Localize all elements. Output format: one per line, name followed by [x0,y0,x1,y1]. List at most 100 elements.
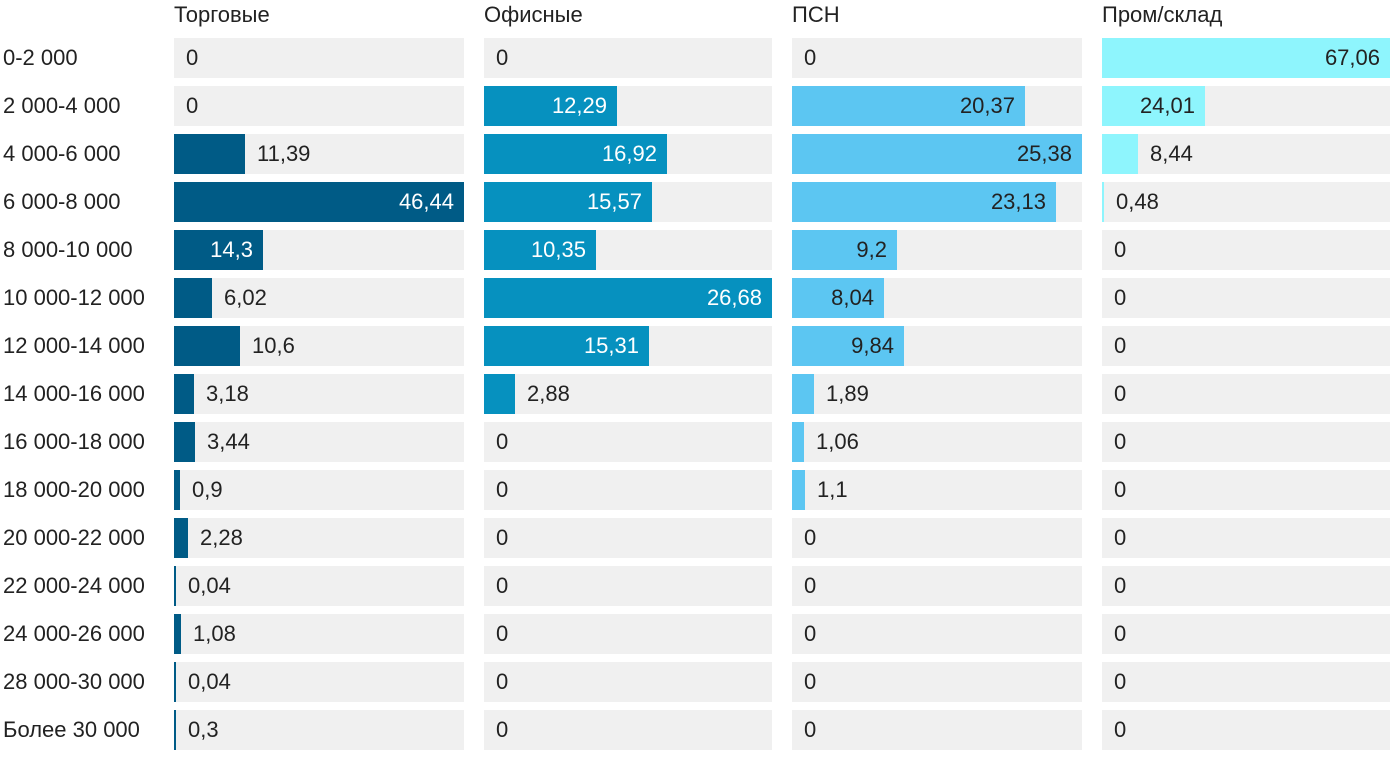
bar-track: 0 [1102,230,1390,270]
category-label: 6 000-8 000 [3,189,121,214]
data-bar[interactable] [174,566,176,606]
data-label: 0 [496,477,509,502]
data-bar[interactable] [174,374,194,414]
data-label: 0 [1114,621,1127,646]
data-bar[interactable] [792,422,804,462]
category-label: 20 000-22 000 [3,525,145,550]
data-label: 6,02 [224,285,267,310]
data-bar[interactable] [1102,182,1104,222]
data-bar[interactable] [792,374,814,414]
bar-track: 0 [792,662,1082,702]
data-bar[interactable] [174,134,245,174]
bar-track: 0 [174,86,464,126]
data-label: 15,31 [583,333,639,358]
bar-track: 23,13 [792,182,1082,222]
data-bar[interactable] [174,326,240,366]
data-label: 0 [496,669,509,694]
data-bar[interactable] [174,518,188,558]
data-label: 0,04 [188,573,231,598]
data-label: 0 [1114,285,1127,310]
data-label: 0 [496,45,509,70]
data-label: 11,39 [257,141,311,166]
data-bar[interactable] [484,374,515,414]
category-label: 18 000-20 000 [3,477,145,502]
data-bar[interactable] [1102,134,1138,174]
bar-track: 0 [484,518,772,558]
data-bar[interactable] [484,230,596,270]
data-bar[interactable] [792,230,897,270]
category-label: 16 000-18 000 [3,429,145,454]
data-bar[interactable] [792,470,805,510]
data-bar[interactable] [174,182,464,222]
bar-track: 0 [792,518,1082,558]
data-bar[interactable] [174,422,195,462]
data-label: 9,2 [856,237,887,262]
category-label: 28 000-30 000 [3,669,145,694]
data-bar[interactable] [1102,38,1390,78]
bar-track: 9,2 [792,230,1082,270]
data-bar[interactable] [174,614,181,654]
data-label: 67,06 [1324,45,1380,70]
series-header: Пром/склад [1102,2,1223,27]
data-bar[interactable] [174,662,176,702]
data-label: 25,38 [1016,141,1072,166]
data-bar[interactable] [174,278,212,318]
category-label: 14 000-16 000 [3,381,145,406]
data-label: 2,28 [200,525,243,550]
bar-track: 11,39 [174,134,464,174]
data-label: 0,04 [188,669,231,694]
data-bar[interactable] [484,326,649,366]
bar-track: 20,37 [792,86,1082,126]
bar-track: 9,84 [792,326,1082,366]
data-label: 0 [186,45,199,70]
data-label: 0 [804,621,817,646]
bar-track: 0,04 [174,566,464,606]
bar-track: 26,68 [484,278,772,318]
data-label: 8,04 [831,285,874,310]
data-label: 10,35 [530,237,586,262]
bar-track: 8,44 [1102,134,1390,174]
data-label: 0 [804,45,817,70]
bar-track: 12,29 [484,86,772,126]
bar-track: 6,02 [174,278,464,318]
data-label: 0 [1114,237,1127,262]
bar-track: 0 [792,614,1082,654]
category-label: 0-2 000 [3,45,78,70]
bar-track: 0 [1102,470,1390,510]
bar-track: 1,08 [174,614,464,654]
data-label: 0,9 [192,477,223,502]
bar-track: 1,89 [792,374,1082,414]
bar-track: 2,88 [484,374,772,414]
category-label: 10 000-12 000 [3,285,145,310]
data-bar[interactable] [792,182,1056,222]
data-bar[interactable] [792,86,1025,126]
bar-track: 46,44 [174,182,464,222]
bar-track: 0 [484,710,772,750]
data-label: 1,1 [817,477,848,502]
bar-track: 0 [484,38,772,78]
data-bar[interactable] [174,470,180,510]
data-bar[interactable] [792,278,884,318]
data-bar[interactable] [1102,86,1205,126]
data-bar[interactable] [484,134,667,174]
data-label: 14,3 [210,237,253,262]
bar-track: 0 [484,470,772,510]
bar-track: 0,3 [174,710,464,750]
series-header: Офисные [484,2,583,27]
data-bar[interactable] [484,278,772,318]
category-label: 12 000-14 000 [3,333,145,358]
data-label: 26,68 [706,285,762,310]
data-bar[interactable] [484,182,652,222]
data-bar[interactable] [792,326,904,366]
data-bar[interactable] [174,710,176,750]
data-bar[interactable] [792,134,1082,174]
data-label: 0 [1114,333,1127,358]
data-label: 0 [496,621,509,646]
bar-track: 0 [1102,422,1390,462]
data-bar[interactable] [484,86,617,126]
bar-track: 0 [1102,662,1390,702]
data-bar[interactable] [174,230,263,270]
bar-track: 0 [792,710,1082,750]
bar-track: 0 [792,38,1082,78]
bar-track: 0 [484,422,772,462]
